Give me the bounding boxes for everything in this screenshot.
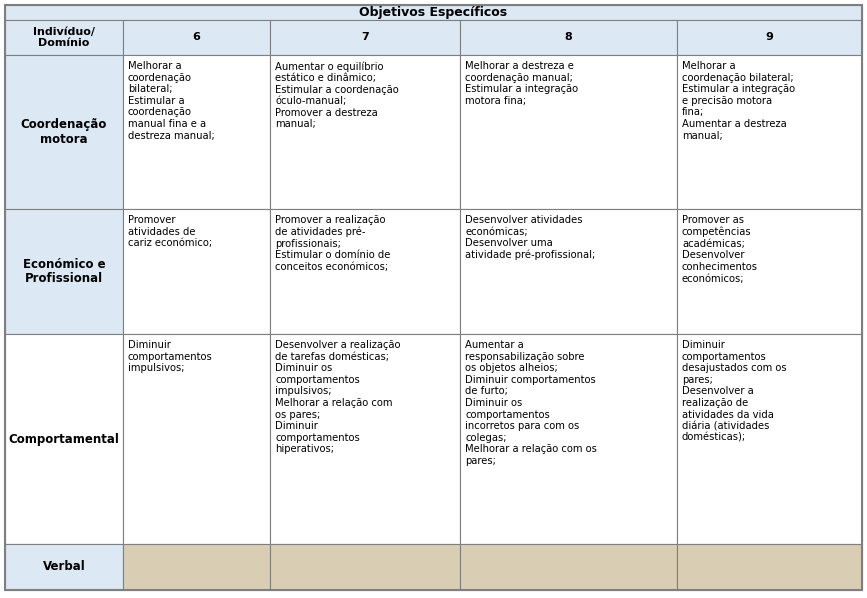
- Text: 7: 7: [362, 32, 368, 42]
- Bar: [5, 334, 123, 544]
- Text: Promover
atividades de
cariz económico;: Promover atividades de cariz económico;: [128, 215, 212, 248]
- Bar: [5, 20, 123, 55]
- Bar: [677, 209, 862, 334]
- Bar: [460, 20, 677, 55]
- Text: 8: 8: [564, 32, 572, 42]
- Bar: [5, 5, 862, 20]
- Text: Promover as
competências
académicas;
Desenvolver
conhecimentos
económicos;: Promover as competências académicas; Des…: [682, 215, 758, 283]
- Bar: [460, 544, 677, 590]
- Bar: [677, 334, 862, 544]
- Bar: [677, 55, 862, 209]
- Text: Aumentar a
responsabilização sobre
os objetos alheios;
Diminuir comportamentos
d: Aumentar a responsabilização sobre os ob…: [465, 340, 596, 466]
- Bar: [123, 55, 270, 209]
- Bar: [123, 544, 270, 590]
- Bar: [460, 55, 677, 209]
- Text: Económico e
Profissional: Económico e Profissional: [23, 258, 105, 285]
- Text: Comportamental: Comportamental: [9, 432, 120, 446]
- Bar: [677, 20, 862, 55]
- Text: Objetivos Específicos: Objetivos Específicos: [360, 6, 507, 19]
- Text: Aumentar o equilíbrio
estático e dinâmico;
Estimular a coordenação
óculo-manual;: Aumentar o equilíbrio estático e dinâmic…: [275, 61, 399, 130]
- Bar: [123, 209, 270, 334]
- Bar: [677, 544, 862, 590]
- Bar: [123, 334, 270, 544]
- Text: Melhorar a destreza e
coordenação manual;
Estimular a integração
motora fina;: Melhorar a destreza e coordenação manual…: [465, 61, 578, 106]
- Text: 9: 9: [766, 32, 773, 42]
- Bar: [5, 544, 123, 590]
- Bar: [270, 334, 460, 544]
- Bar: [5, 209, 123, 334]
- Bar: [5, 55, 123, 209]
- Text: Diminuir
comportamentos
desajustados com os
pares;
Desenvolver a
realização de
a: Diminuir comportamentos desajustados com…: [682, 340, 786, 443]
- Bar: [123, 20, 270, 55]
- Text: Desenvolver atividades
económicas;
Desenvolver uma
atividade pré-profissional;: Desenvolver atividades económicas; Desen…: [465, 215, 596, 260]
- Text: Melhorar a
coordenação
bilateral;
Estimular a
coordenação
manual fina e a
destre: Melhorar a coordenação bilateral; Estimu…: [128, 61, 215, 141]
- Text: Indivíduo/
Domínio: Indivíduo/ Domínio: [33, 27, 95, 48]
- Bar: [270, 20, 460, 55]
- Text: Diminuir
comportamentos
impulsivos;: Diminuir comportamentos impulsivos;: [128, 340, 212, 373]
- Bar: [270, 55, 460, 209]
- Bar: [270, 209, 460, 334]
- Text: Coordenação
motora: Coordenação motora: [21, 118, 108, 146]
- Text: Verbal: Verbal: [42, 560, 85, 573]
- Text: Promover a realização
de atividades pré-
profissionais;
Estimular o domínio de
c: Promover a realização de atividades pré-…: [275, 215, 390, 272]
- Text: Melhorar a
coordenação bilateral;
Estimular a integração
e precisão motora
fina;: Melhorar a coordenação bilateral; Estimu…: [682, 61, 795, 141]
- Bar: [460, 209, 677, 334]
- Text: 6: 6: [192, 32, 200, 42]
- Bar: [460, 334, 677, 544]
- Text: Desenvolver a realização
de tarefas domésticas;
Diminuir os
comportamentos
impul: Desenvolver a realização de tarefas domé…: [275, 340, 401, 454]
- Bar: [270, 544, 460, 590]
